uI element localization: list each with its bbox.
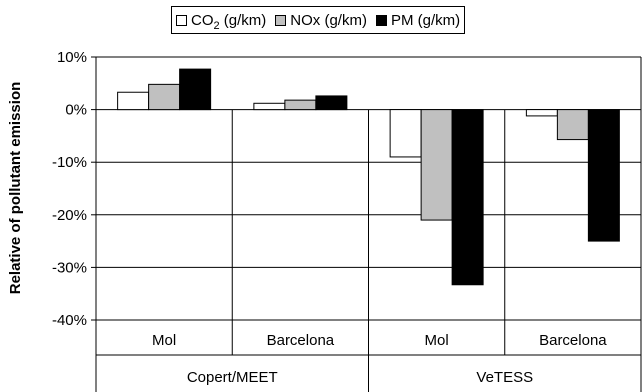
bar-layer — [117, 68, 620, 286]
y-tick-label: -30% — [52, 259, 87, 276]
group-label: Copert/MEET — [187, 369, 278, 386]
y-tick-label: -40% — [52, 312, 87, 329]
legend-item-co2: CO2 (g/km) — [176, 11, 267, 32]
bar — [556, 109, 589, 141]
legend-item-nox: NOx (g/km) — [275, 13, 367, 28]
bar — [587, 109, 620, 242]
y-tick-label: 0% — [65, 102, 87, 119]
category-label: Mol — [425, 332, 449, 349]
bar — [179, 68, 212, 111]
y-tick-label: -20% — [52, 207, 87, 224]
bar — [315, 95, 348, 111]
y-tick-label: -10% — [52, 154, 87, 171]
axis-layer — [91, 56, 642, 392]
category-label: Mol — [152, 332, 176, 349]
label-layer: 10% 0% -10% -20% -30% -40% Mol Barcelona Mol Barc… — [52, 49, 607, 386]
chart-legend: CO2 (g/km) NOx (g/km) PM (g/km) — [171, 6, 466, 34]
y-axis-title: Relative of pollutant emission — [7, 82, 24, 295]
legend-swatch-co2 — [176, 14, 187, 26]
bar — [525, 109, 558, 117]
legend-swatch-nox — [275, 14, 287, 26]
legend-swatch-pm — [375, 14, 387, 26]
category-label: Barcelona — [267, 332, 335, 349]
legend-label-pm: PM (g/km) — [390, 11, 461, 29]
bar — [420, 109, 453, 221]
category-label: Barcelona — [539, 332, 607, 349]
y-tick-label: 10% — [57, 49, 87, 66]
bar — [117, 91, 150, 111]
legend-label-co2: CO2 (g/km) — [191, 11, 267, 32]
bar — [284, 99, 317, 111]
group-label: VeTESS — [476, 369, 533, 386]
bar — [253, 102, 286, 111]
legend-item-pm: PM (g/km) — [375, 11, 461, 29]
bar — [148, 83, 181, 111]
bar — [389, 109, 422, 158]
bar — [451, 109, 484, 286]
legend-label-nox: NOx (g/km) — [290, 11, 367, 29]
